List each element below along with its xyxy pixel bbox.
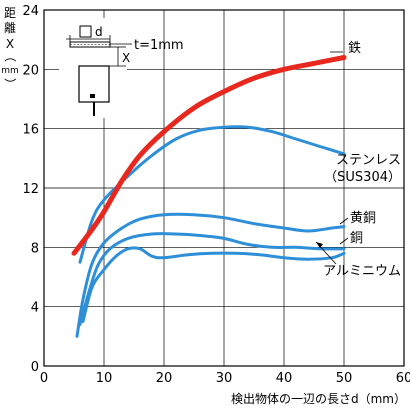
annotation-4: 銅 xyxy=(350,231,363,246)
y-axis-label-2: X xyxy=(6,37,14,51)
y-axis-label-4: mm xyxy=(1,66,19,76)
series-line-2 xyxy=(75,212,346,338)
y-axis-label-1: 離 xyxy=(4,21,16,35)
y-tick-label-6: 24 xyxy=(22,4,39,19)
series-line-3 xyxy=(78,232,346,326)
y-axis-label: 距 離 X （ mm ） xyxy=(1,6,19,90)
annotation-1: ステンレス xyxy=(336,153,401,168)
inset-t-label: t=1mm xyxy=(134,38,184,53)
y-tick-label-5: 20 xyxy=(22,63,39,78)
sensor-icon xyxy=(78,65,110,103)
y-axis-label-0: 距 xyxy=(4,6,16,20)
x-tick-label-3: 30 xyxy=(216,371,233,386)
annotation-0: 鉄 xyxy=(348,41,361,56)
x-tick-label-4: 40 xyxy=(276,371,293,386)
target-plate-icon xyxy=(69,41,111,48)
x-tick-label-5: 50 xyxy=(336,371,353,386)
leader-brass xyxy=(339,217,349,225)
y-tick-label-4: 16 xyxy=(22,123,39,138)
annotation-5: アルミニウム xyxy=(323,264,401,279)
sensor-led-icon xyxy=(90,94,95,98)
series-line-0 xyxy=(71,55,347,256)
y-tick-label-1: 4 xyxy=(31,301,39,316)
y-tick-label-2: 8 xyxy=(31,241,39,256)
x-tick-label-1: 10 xyxy=(96,371,113,386)
annotation-2: （SUS304） xyxy=(324,170,401,185)
x-tick-label-2: 20 xyxy=(156,371,173,386)
leader-copper xyxy=(339,237,349,245)
x-tick-label-6: 60 xyxy=(396,371,410,386)
d-dimension-box xyxy=(79,25,92,38)
series-line-1 xyxy=(78,125,346,264)
y-axis-label-3: （ xyxy=(3,50,17,62)
x-axis-label: 検出物体の一辺の長さd（mm） xyxy=(231,392,406,406)
inset-d-label: d xyxy=(95,25,103,39)
annotation-3: 黄銅 xyxy=(350,211,376,226)
x-tick-label-0: 0 xyxy=(40,371,48,386)
series-line-4 xyxy=(81,246,346,323)
leader-aluminium-arrow xyxy=(316,242,323,248)
series-group xyxy=(71,55,347,338)
y-tick-label-0: 0 xyxy=(31,360,39,375)
tick-labels: 0 10 20 30 40 50 60 0 4 8 12 16 20 24 xyxy=(22,4,410,386)
y-axis-label-5: ） xyxy=(3,78,17,90)
y-tick-label-3: 12 xyxy=(22,182,39,197)
sensor-inset: d t=1mm X xyxy=(59,18,184,118)
inset-x-label: X xyxy=(122,51,130,65)
